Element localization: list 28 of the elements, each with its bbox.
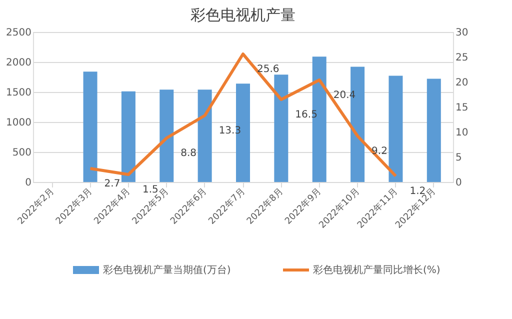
bar xyxy=(121,91,136,182)
bar xyxy=(198,90,212,182)
y-tick-label: 0 xyxy=(25,178,32,188)
line-series xyxy=(88,52,398,178)
y2-tick-label: 30 xyxy=(456,28,468,38)
bar xyxy=(388,76,403,182)
legend-label: 彩色电视机产量当期值(万台) xyxy=(103,264,231,276)
y-tick-label: 1000 xyxy=(6,118,32,128)
bar xyxy=(274,74,288,182)
data-label: 1.5 xyxy=(142,184,158,196)
y-tick-label: 2000 xyxy=(6,58,32,68)
legend-label: 彩色电视机产量同比增长(%) xyxy=(313,264,440,276)
data-label: 8.8 xyxy=(180,148,197,159)
bar xyxy=(83,72,98,182)
y2-tick-label: 20 xyxy=(456,78,468,88)
bar xyxy=(160,90,174,182)
y2-tick-label: 10 xyxy=(456,128,468,138)
y-tick-label: 2500 xyxy=(6,28,32,38)
chart-title: 彩色电视机产量 xyxy=(190,6,296,24)
bar xyxy=(426,78,441,182)
y-tick-label: 500 xyxy=(12,148,32,158)
data-label: 2.7 xyxy=(104,178,120,190)
data-label: 25.6 xyxy=(257,64,280,75)
y-tick-label: 1500 xyxy=(6,88,32,98)
y2-tick-label: 0 xyxy=(456,178,462,188)
y2-tick-label: 25 xyxy=(456,52,468,64)
y2-tick-label: 15 xyxy=(456,102,468,114)
y2-tick-label: 5 xyxy=(456,152,462,164)
